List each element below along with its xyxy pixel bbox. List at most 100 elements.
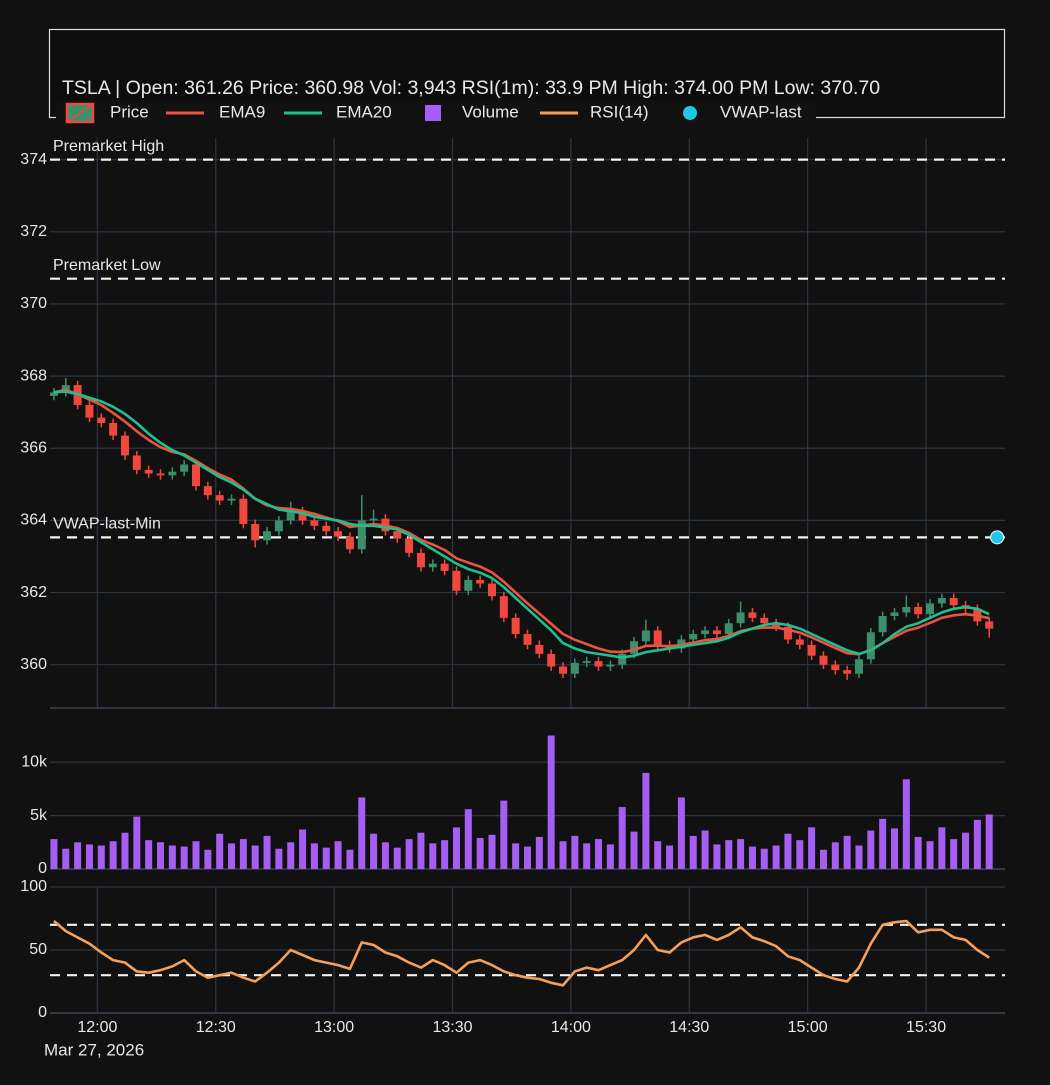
y-tick-label: 366 [20,439,47,456]
candle-body [97,417,106,423]
candle-body [120,435,129,456]
series-line [53,388,990,656]
y-tick-label: 100 [20,878,47,895]
candle-body [890,612,899,617]
legend-icon [66,103,94,123]
volume-bar [737,839,745,869]
candle-body [192,464,201,487]
candle-body [949,597,958,606]
candle-body [535,644,544,654]
volume-bar [808,827,816,869]
volume-bar [571,835,579,869]
y-tick-label: 50 [29,941,47,958]
volume-bar [654,841,662,869]
volume-bar [748,846,756,869]
volume-bar [180,846,188,869]
x-tick-label: 14:30 [669,1019,709,1036]
candle-body [239,498,248,525]
candle-body [866,632,875,660]
candle-body [760,617,769,624]
volume-bar [618,807,626,869]
candle-body [215,495,224,501]
volume-bar [950,839,958,869]
volume-bar [831,842,839,869]
volume-bar [405,839,413,869]
date-label: Mar 27, 2026 [44,1040,144,1059]
candle-body [334,531,343,537]
candle-body [523,634,532,645]
volume-bar [50,839,58,869]
candle-body [594,661,603,667]
candle-body [724,623,733,635]
candle-body [428,563,437,568]
volume-bar [464,809,472,869]
candle-body [831,664,840,671]
candle-body [606,664,615,667]
volume-bar [642,772,650,869]
volume-bar [417,832,425,869]
volume-bar [701,830,709,869]
volume-bar [547,735,555,869]
y-tick-label: 0 [38,860,47,877]
volume-bar [595,839,603,869]
legend-label: RSI(14) [590,102,649,121]
candle-body [701,630,710,635]
candle-body [926,603,935,615]
volume-bar [689,835,697,869]
volume-bar [819,849,827,869]
candle-body [807,644,816,656]
volume-bar [855,845,863,869]
y-tick-label: 360 [20,656,47,673]
candle-body [132,455,141,470]
candle-body [985,621,994,629]
candle-body [878,616,887,633]
legend-label: Volume [462,102,519,121]
candle-body [937,597,946,604]
candle-body [357,520,366,550]
volume-bar [358,797,366,869]
volume-bar [156,842,164,869]
candle-body [689,634,698,640]
candle-body [736,612,745,624]
candle-body [559,666,568,674]
volume-bar [488,834,496,869]
volume-bar [239,839,247,869]
annotation-label: VWAP-last-Min [53,516,161,533]
candle-body [298,511,307,521]
volume-bar [322,847,330,869]
volume-bar [879,818,887,869]
volume-bar [985,814,993,869]
candle-body [452,570,461,591]
candle-body [914,606,923,615]
volume-bar [962,832,970,869]
candle-body [49,392,58,396]
candle-body [499,596,508,618]
volume-bar [973,819,981,869]
candle-body [570,662,579,674]
candle-body [630,641,639,654]
legend-icon [425,105,441,121]
candle-body [712,630,721,635]
volume-bar [772,845,780,869]
candle-body [843,670,852,674]
volume-bar [559,841,567,869]
volume-bar [914,836,922,869]
volume-bar [346,849,354,869]
candle-body [464,579,473,591]
candle-body [251,524,260,541]
volume-bar [902,779,910,869]
volume-bar [263,835,271,869]
volume-bar [228,843,236,869]
volume-bar [867,830,875,869]
volume-bar [299,829,307,869]
legend-icon [683,106,697,120]
volume-bar [251,845,259,869]
candle-body [772,623,781,627]
volume-bar [334,841,342,869]
annotation-label: Premarket High [53,138,164,155]
y-tick-label: 10k [21,753,48,770]
volume-bar [512,843,520,869]
candle-body [274,520,283,532]
